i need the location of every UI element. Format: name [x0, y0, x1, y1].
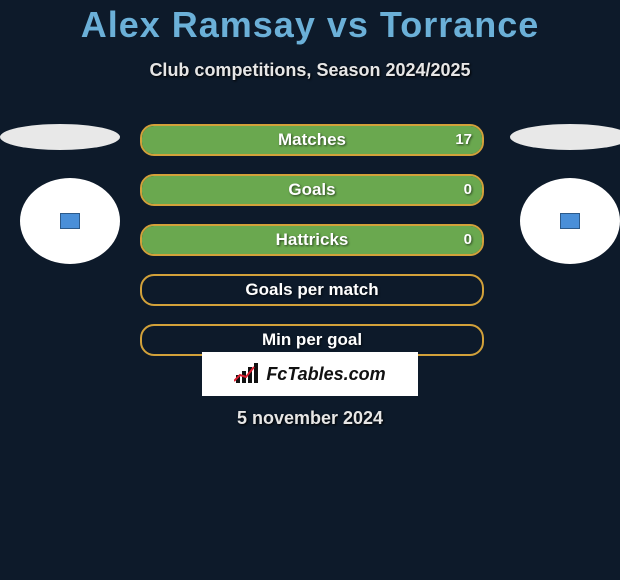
stat-row-label: Matches [142, 126, 482, 154]
stat-row: Matches17 [140, 124, 484, 156]
player-left-avatar [20, 178, 120, 264]
stat-row-value-right: 17 [455, 126, 472, 154]
player-right-avatar [520, 178, 620, 264]
stat-row-label: Goals per match [142, 276, 482, 304]
footer-date: 5 november 2024 [0, 408, 620, 429]
stats-table: Matches17Goals0Hattricks0Goals per match… [140, 124, 480, 374]
stat-row: Goals per match [140, 274, 484, 306]
placeholder-icon [560, 213, 580, 229]
stat-row-label: Hattricks [142, 226, 482, 254]
page-title: Alex Ramsay vs Torrance [0, 4, 620, 46]
brand-name: FcTables.com [266, 364, 385, 385]
player-right-shadow [510, 124, 620, 150]
placeholder-icon [60, 213, 80, 229]
brand-badge[interactable]: FcTables.com [202, 352, 418, 396]
stat-row-label: Goals [142, 176, 482, 204]
stat-row-value-right: 0 [464, 176, 472, 204]
stat-row: Hattricks0 [140, 224, 484, 256]
stat-row-label: Min per goal [142, 326, 482, 354]
player-left-shadow [0, 124, 120, 150]
stat-row: Goals0 [140, 174, 484, 206]
bars-icon [234, 363, 260, 385]
page-subtitle: Club competitions, Season 2024/2025 [0, 60, 620, 81]
stat-row-value-right: 0 [464, 226, 472, 254]
